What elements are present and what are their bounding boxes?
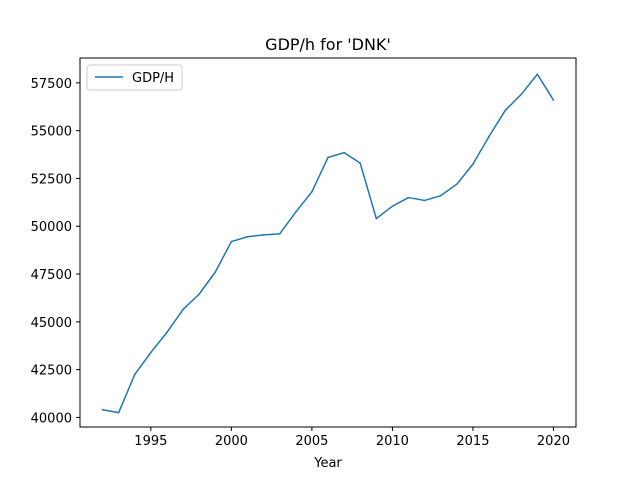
data-point (262, 234, 265, 236)
x-tick-label: 2015 (456, 434, 489, 449)
data-point (311, 191, 313, 193)
data-point (117, 411, 120, 414)
data-point (504, 109, 506, 112)
data-point (375, 217, 378, 220)
data-point (327, 156, 329, 159)
data-point (150, 351, 152, 354)
data-point (407, 196, 410, 199)
y-tick-label: 50000 (31, 220, 72, 235)
x-axis-label: Year (313, 456, 342, 471)
data-point (278, 233, 281, 235)
data-point (294, 211, 297, 213)
y-tick-label: 57500 (31, 77, 72, 92)
y-tick-label: 42500 (31, 364, 72, 379)
data-point (101, 408, 104, 411)
legend: GDP/H (86, 64, 183, 91)
data-point (439, 194, 442, 197)
x-tick-label: 2000 (215, 434, 248, 449)
data-point (488, 135, 490, 138)
data-point (391, 205, 394, 207)
data-point (166, 331, 168, 334)
data-point (230, 240, 233, 243)
data-point (246, 235, 249, 238)
x-tick-label: 1995 (134, 434, 167, 449)
data-point (552, 99, 555, 101)
data-point (359, 162, 362, 164)
data-point (198, 293, 200, 295)
data-point (214, 271, 217, 273)
data-point (133, 373, 136, 376)
y-tick-label: 47500 (31, 268, 72, 283)
data-point (536, 73, 539, 76)
legend-label: GDP/H (132, 71, 174, 86)
x-tick-label: 2005 (295, 434, 328, 449)
chart-title: GDP/h for 'DNK' (265, 35, 391, 54)
y-tick-label: 45000 (31, 316, 72, 331)
axes-frame (79, 57, 577, 428)
y-tick-label: 40000 (31, 411, 72, 426)
x-tick-label: 2020 (537, 434, 570, 449)
data-point (472, 163, 474, 165)
data-point (520, 93, 523, 96)
data-point (182, 308, 184, 311)
legend-box (86, 64, 183, 91)
data-point (456, 183, 458, 185)
plot-area: 1995 2000 2005 2010 2015 2020 40000 42500 45000 4… (31, 73, 570, 449)
data-point (423, 199, 426, 202)
y-tick-label: 55000 (31, 125, 72, 140)
data-point (343, 151, 345, 154)
y-tick-label: 52500 (31, 172, 72, 187)
x-tick-label: 2010 (376, 434, 409, 449)
